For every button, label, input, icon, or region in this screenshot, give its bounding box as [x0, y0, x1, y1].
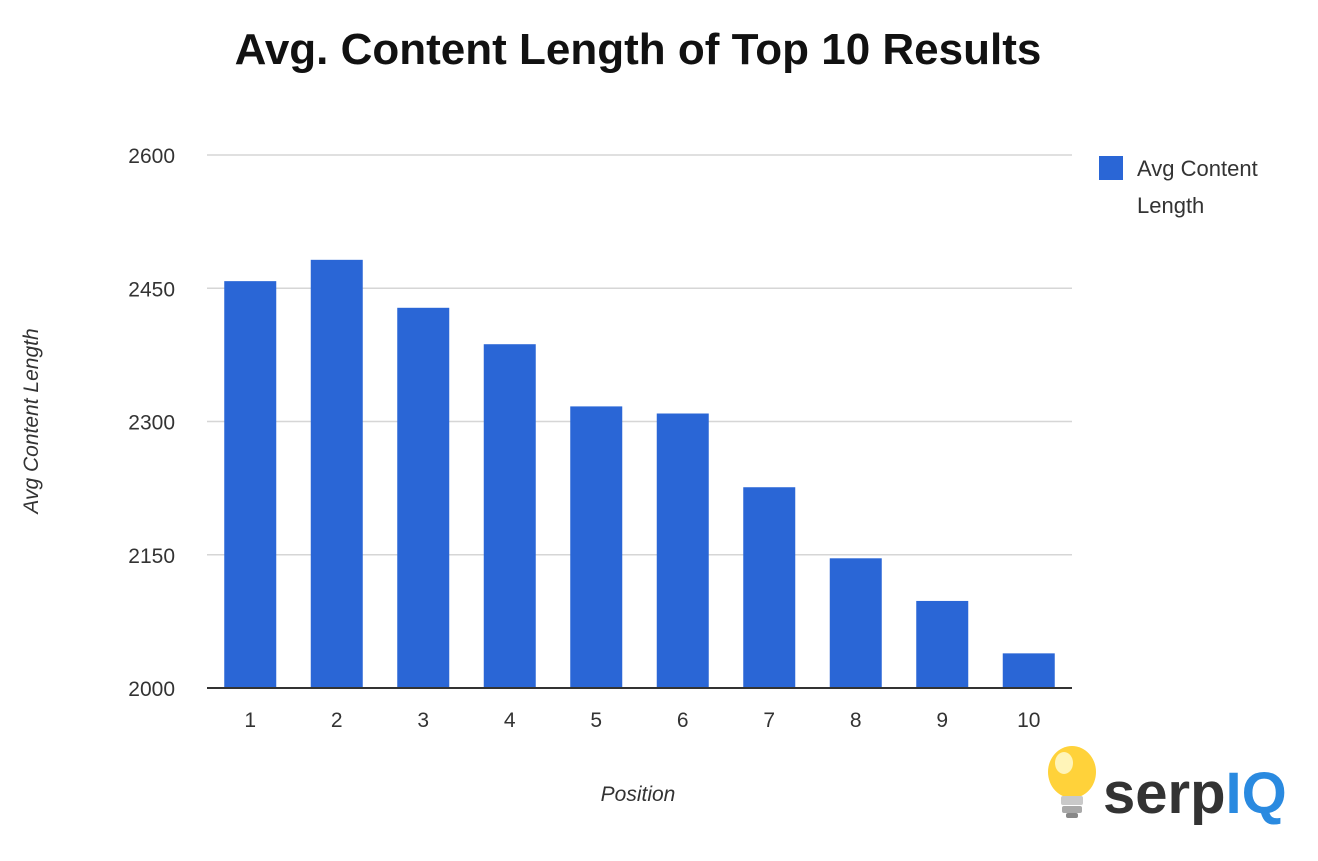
- x-tick-label: 6: [677, 709, 689, 732]
- legend-label-line2: Length: [1137, 193, 1204, 218]
- bars: [224, 259, 1055, 688]
- serpiq-logo: serpIQ: [1048, 746, 1287, 826]
- bar-position-4: [483, 344, 536, 688]
- y-axis-ticks: 2000 2150 2300 2450 2600: [128, 145, 175, 701]
- logo-wordmark-serp: serp: [1103, 761, 1226, 826]
- legend: Avg Content Length: [1099, 156, 1258, 218]
- y-tick-label: 2000: [128, 678, 175, 701]
- bar-position-9: [916, 600, 969, 688]
- legend-swatch: [1099, 156, 1123, 180]
- x-tick-label: 3: [417, 709, 429, 732]
- bar-position-3: [397, 307, 450, 688]
- y-axis-title: Avg Content Length: [20, 328, 43, 515]
- y-tick-label: 2600: [128, 145, 175, 168]
- lightbulb-icon: [1048, 746, 1096, 818]
- bar-position-1: [224, 281, 277, 688]
- x-axis-title: Position: [601, 783, 676, 806]
- x-tick-label: 1: [244, 709, 256, 732]
- x-tick-label: 9: [936, 709, 948, 732]
- bar-position-6: [656, 413, 709, 688]
- logo-wordmark-iq: IQ: [1226, 761, 1287, 826]
- x-tick-label: 7: [763, 709, 775, 732]
- x-axis-ticks: 1 2 3 4 5 6 7 8 9 10: [244, 709, 1040, 732]
- x-tick-label: 8: [850, 709, 862, 732]
- x-tick-label: 4: [504, 709, 516, 732]
- bar-position-10: [1002, 653, 1055, 688]
- x-tick-label: 5: [590, 709, 602, 732]
- x-tick-label: 10: [1017, 709, 1040, 732]
- x-tick-label: 2: [331, 709, 343, 732]
- y-tick-label: 2300: [128, 412, 175, 435]
- bar-position-2: [310, 259, 363, 688]
- bar-position-7: [743, 487, 796, 688]
- bar-position-5: [570, 406, 623, 688]
- bar-position-8: [829, 558, 882, 688]
- chart-title: Avg. Content Length of Top 10 Results: [235, 25, 1042, 74]
- logo-wordmark: serpIQ: [1103, 761, 1287, 826]
- y-tick-label: 2450: [128, 278, 175, 301]
- legend-label-line1: Avg Content: [1137, 156, 1258, 181]
- y-tick-label: 2150: [128, 545, 175, 568]
